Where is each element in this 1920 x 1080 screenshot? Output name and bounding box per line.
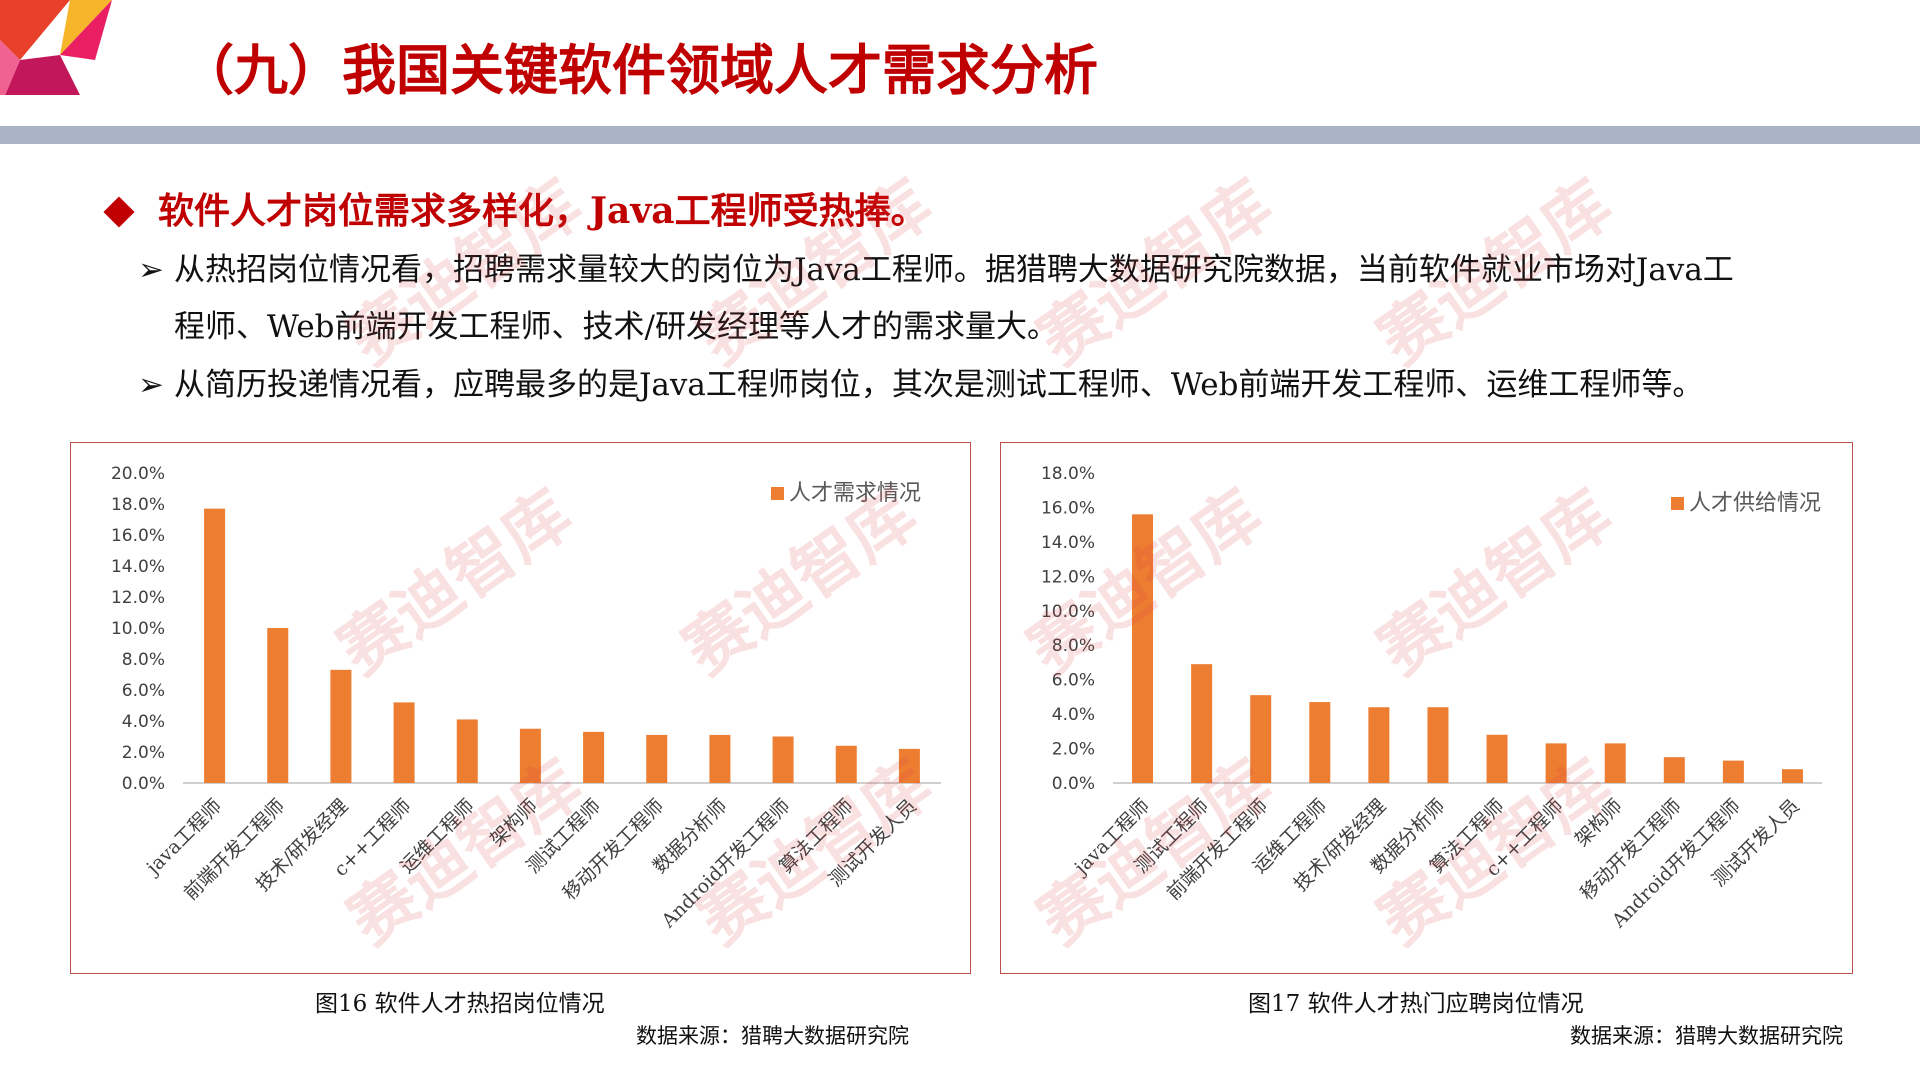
legend-swatch: [771, 487, 784, 500]
diamond-bullet-icon: [103, 196, 135, 228]
bullet-1-line-2: 程师、Web前端开发工程师、技术/研发经理等人才的需求量大。: [174, 309, 1058, 345]
bar: [1368, 707, 1390, 783]
bar: [330, 669, 352, 783]
key-finding-text: 软件人才岗位需求多样化，Java工程师受热捧。: [158, 190, 927, 232]
y-tick-label: 0.0%: [1052, 774, 1095, 794]
y-tick-label: 20.0%: [111, 464, 165, 484]
x-tick-label: 架构师: [486, 795, 542, 851]
bar: [709, 734, 731, 783]
bullet-point-2: ➢ 从简历投递情况看，应聘最多的是Java工程师岗位，其次是测试工程师、Web前端…: [138, 357, 1778, 414]
y-tick-label: 6.0%: [122, 681, 165, 701]
legend-label: 人才供给情况: [1689, 491, 1821, 516]
bar: [1250, 695, 1272, 783]
x-tick-label: 架构师: [1571, 795, 1627, 851]
chart-1-source: 数据来源：猎聘大数据研究院: [636, 1024, 909, 1048]
chart-hot-application-positions: 0.0% 2.0% 4.0% 6.0% 8.0% 10.0% 12.0% 14.0% 16.0%…: [1000, 442, 1853, 974]
arrow-bullet-icon: ➢: [138, 252, 164, 288]
key-finding-heading: 软件人才岗位需求多样化，Java工程师受热捧。: [100, 182, 927, 234]
y-tick-label: 12.0%: [111, 588, 165, 608]
bar: [204, 508, 226, 783]
bar: [267, 628, 289, 783]
y-tick-label: 16.0%: [111, 526, 165, 546]
y-tick-label: 14.0%: [111, 557, 165, 577]
bar: [898, 748, 920, 783]
x-tick-label: 移动开发工程师: [1576, 795, 1686, 905]
bar: [835, 745, 857, 783]
y-tick-label: 0.0%: [122, 774, 165, 794]
y-tick-label: 6.0%: [1052, 671, 1095, 691]
y-tick-label: 18.0%: [1041, 464, 1095, 484]
chart-2-caption: 图17 软件人才热门应聘岗位情况: [1248, 991, 1584, 1017]
bar: [583, 731, 605, 783]
bar: [1191, 664, 1213, 783]
chart-2-source: 数据来源：猎聘大数据研究院: [1570, 1024, 1843, 1048]
y-tick-label: 8.0%: [122, 650, 165, 670]
bar: [1427, 707, 1449, 783]
bar: [1604, 743, 1626, 783]
y-tick-label: 4.0%: [122, 712, 165, 732]
header-divider: [0, 126, 1920, 144]
y-tick-label: 8.0%: [1052, 636, 1095, 656]
bar: [772, 736, 794, 783]
bar: [1781, 769, 1803, 783]
page-title: （九）我国关键软件领域人才需求分析: [180, 39, 1098, 102]
bullet-point-1: ➢ 从热招岗位情况看，招聘需求量较大的岗位为Java工程师。据猎聘大数据研究院数据…: [138, 242, 1778, 356]
bar: [1486, 734, 1508, 783]
arrow-bullet-icon: ➢: [138, 367, 164, 403]
y-tick-label: 2.0%: [122, 743, 165, 763]
bar: [1663, 757, 1685, 783]
bar: [1309, 702, 1331, 783]
y-tick-label: 10.0%: [1041, 602, 1095, 622]
y-tick-label: 4.0%: [1052, 705, 1095, 725]
chart-1-svg: 0.0% 2.0% 4.0% 6.0% 8.0% 10.0% 12.0% 14.0% 16.0%…: [111, 464, 941, 933]
bullet-2-line-1: 从简历投递情况看，应聘最多的是Java工程师岗位，其次是测试工程师、Web前端开…: [174, 367, 1704, 403]
legend-label: 人才需求情况: [789, 481, 921, 506]
bar: [1132, 514, 1154, 783]
bar: [1545, 743, 1567, 783]
bar: [1722, 760, 1744, 783]
y-tick-label: 16.0%: [1041, 498, 1095, 518]
chart-1-caption: 图16 软件人才热招岗位情况: [315, 991, 605, 1017]
bar: [456, 719, 478, 783]
bar: [646, 734, 668, 783]
y-tick-label: 2.0%: [1052, 740, 1095, 760]
y-tick-label: 18.0%: [111, 495, 165, 515]
y-tick-label: 14.0%: [1041, 533, 1095, 553]
bar: [393, 702, 415, 783]
legend-swatch: [1671, 497, 1684, 510]
chart-hot-recruiting-positions: 0.0% 2.0% 4.0% 6.0% 8.0% 10.0% 12.0% 14.0% 16.0%…: [70, 442, 971, 974]
y-tick-label: 10.0%: [111, 619, 165, 639]
logo-graphic: [0, 0, 112, 95]
y-tick-label: 12.0%: [1041, 567, 1095, 587]
bullet-1-line-1: 从热招岗位情况看，招聘需求量较大的岗位为Java工程师。据猎聘大数据研究院数据，…: [174, 252, 1734, 288]
bar: [519, 728, 541, 783]
chart-2-svg: 0.0% 2.0% 4.0% 6.0% 8.0% 10.0% 12.0% 14.0% 16.0%…: [1041, 464, 1822, 933]
x-tick-label: 前端开发工程师: [1163, 795, 1273, 905]
